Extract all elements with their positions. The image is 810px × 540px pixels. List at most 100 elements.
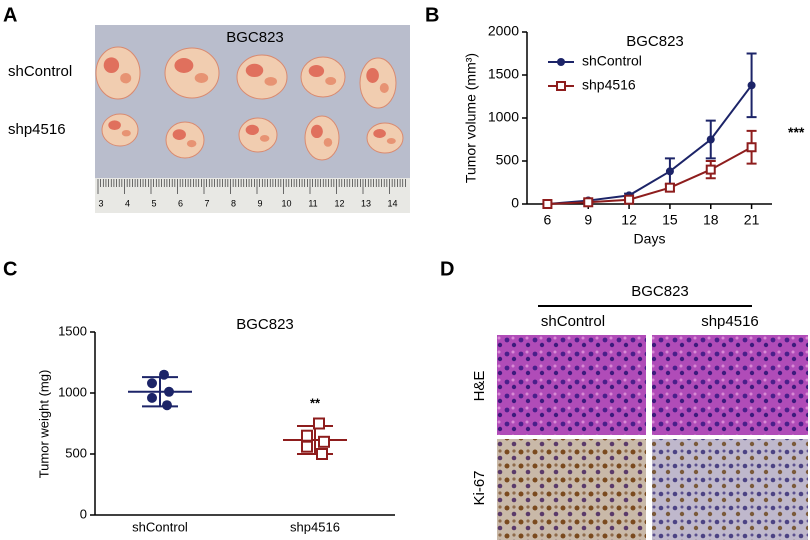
tumor xyxy=(164,47,220,99)
x-tick-label: 9 xyxy=(584,212,592,228)
tumor xyxy=(95,46,141,100)
chart-title: BGC823 xyxy=(626,33,684,50)
marker xyxy=(624,194,635,205)
tumor-spot xyxy=(325,77,337,85)
y-tick-label: 1000 xyxy=(58,384,87,399)
x-tick-label: shp4516 xyxy=(290,519,340,534)
ruler-number: 11 xyxy=(308,198,317,208)
tumor-spot xyxy=(379,83,389,93)
photo-title: BGC823 xyxy=(226,29,284,46)
ruler-number: 13 xyxy=(361,198,371,208)
y-tick-label: 0 xyxy=(511,195,519,211)
tumor-spot xyxy=(310,124,323,138)
y-tick-label: 0 xyxy=(80,506,87,521)
tumor xyxy=(236,54,288,100)
point xyxy=(164,386,174,397)
panel-label: B xyxy=(425,4,439,26)
tumor-spot xyxy=(186,140,197,148)
point xyxy=(147,378,157,389)
tumor-spot xyxy=(174,58,194,73)
row-label: shControl xyxy=(8,63,72,80)
tumor-spot xyxy=(308,65,325,77)
y-tick-label: 500 xyxy=(496,152,520,168)
point xyxy=(313,417,325,430)
marker xyxy=(747,81,756,90)
point xyxy=(162,400,172,411)
panel-label: C xyxy=(3,258,17,280)
tumors xyxy=(95,46,404,161)
point xyxy=(316,448,328,460)
tumor-spot xyxy=(373,129,386,138)
row-label: Ki-67 xyxy=(471,470,488,505)
series-line xyxy=(547,146,753,205)
panel-label: D xyxy=(440,258,454,280)
marker xyxy=(706,135,715,144)
tumor-spot xyxy=(120,73,132,84)
point xyxy=(159,369,169,380)
micrograph xyxy=(652,335,808,435)
tumor xyxy=(366,122,404,154)
y-axis-label: Tumor volume (mm³) xyxy=(463,53,479,183)
ruler-marks: 3 4 5 6 7 8 9 10 11 12 13 14 xyxy=(97,179,406,208)
ruler-number: 4 xyxy=(125,198,130,208)
tumor xyxy=(359,57,397,109)
point xyxy=(301,429,313,442)
tumor xyxy=(238,117,278,153)
panel-title: BGC823 xyxy=(631,283,689,300)
y-tick-label: 1500 xyxy=(58,323,87,338)
micrograph xyxy=(497,439,646,540)
legend-label: shp4516 xyxy=(582,77,636,93)
ruler-number: 6 xyxy=(178,198,183,208)
tumor xyxy=(304,115,340,161)
ruler-number: 12 xyxy=(334,198,344,208)
tumor-spot xyxy=(386,138,396,144)
point xyxy=(318,435,330,448)
tumor-spot xyxy=(172,129,186,141)
tumor-spot xyxy=(245,63,264,77)
ruler-number: 14 xyxy=(387,198,397,208)
row-label: H&E xyxy=(471,371,488,402)
series-line xyxy=(547,84,753,205)
y-tick-label: 500 xyxy=(65,445,87,460)
column-label: shp4516 xyxy=(701,313,759,330)
x-tick-label: 6 xyxy=(544,212,552,228)
ruler-number: 8 xyxy=(231,198,236,208)
tumor-spot xyxy=(194,73,209,83)
x-tick-label: shControl xyxy=(132,519,188,534)
tumor xyxy=(165,121,205,159)
panel-label: A xyxy=(3,4,17,26)
tumor-spot xyxy=(103,57,120,73)
y-tick-label: 1000 xyxy=(488,109,519,125)
tumor-spot xyxy=(264,77,277,86)
annotation: ** xyxy=(310,395,321,410)
ruler-number: 3 xyxy=(98,198,103,208)
line-chart: 0 500 1000 1500 2000 6 9 12 15 18 21 BGC823 Days Tumo… xyxy=(463,23,805,247)
x-tick-label: 21 xyxy=(744,212,760,228)
tumor-spot xyxy=(366,68,379,83)
tumor-spot xyxy=(259,135,270,142)
x-tick-label: 12 xyxy=(621,212,637,228)
marker xyxy=(705,164,716,175)
ruler-number: 9 xyxy=(257,198,262,208)
marker xyxy=(746,142,757,153)
x-tick-label: 15 xyxy=(662,212,678,228)
ruler-number: 5 xyxy=(151,198,156,208)
y-tick-label: 2000 xyxy=(488,23,519,39)
x-axis-label: Days xyxy=(634,231,666,247)
micrograph xyxy=(652,439,808,540)
legend-marker xyxy=(556,81,566,91)
tumor xyxy=(300,56,346,98)
marker xyxy=(583,197,594,208)
legend-marker xyxy=(557,58,565,66)
marker xyxy=(664,182,675,193)
tumor-spot xyxy=(108,120,121,130)
ruler-number: 10 xyxy=(281,198,291,208)
tumor-spot xyxy=(245,124,259,135)
legend-label: shControl xyxy=(582,53,642,69)
x-tick-label: 18 xyxy=(703,212,719,228)
dot-chart: 0 500 1000 1500 BGC823 Tumor weight (mg) shCon… xyxy=(36,316,395,534)
annotation: *** xyxy=(788,124,805,140)
micrograph xyxy=(497,335,646,435)
y-axis-label: Tumor weight (mg) xyxy=(36,370,51,479)
